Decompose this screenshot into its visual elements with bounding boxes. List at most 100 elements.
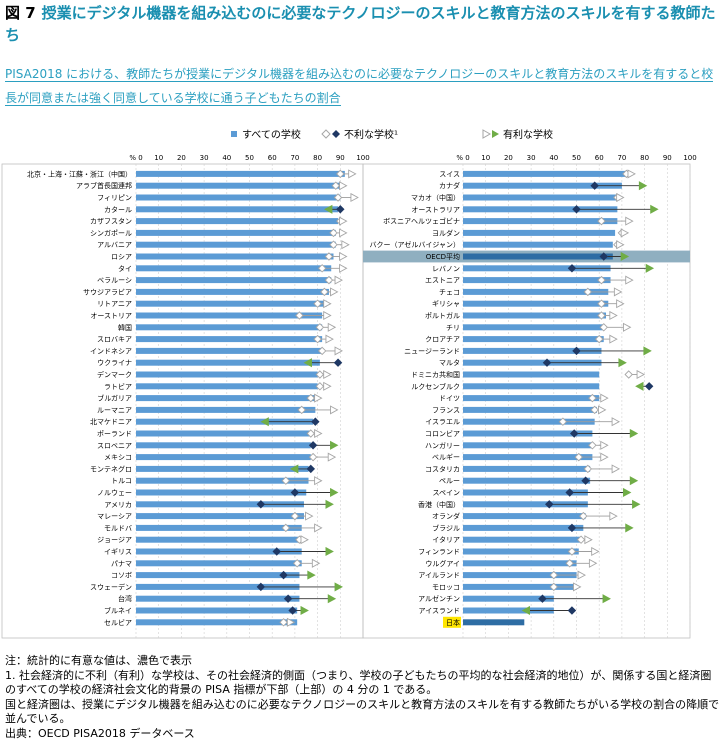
- bar-all-schools: [463, 383, 600, 390]
- marker-disadvantaged: [317, 264, 327, 273]
- bar-all-schools: [463, 277, 611, 284]
- note-ordering: 国と経済圏は、授業にデジタル機器を組み込むのに必要なテクノロジーのスキルと教育方…: [5, 697, 720, 726]
- marker-disadvantaged: [308, 452, 318, 462]
- marker-disadvantaged: [315, 370, 325, 379]
- marker-advantaged: [305, 511, 314, 521]
- chart-row: 韓国: [118, 322, 337, 332]
- marker-advantaged: [620, 251, 630, 262]
- marker-disadvantaged: [311, 417, 320, 426]
- bar-all-schools: [463, 477, 591, 484]
- marker-disadvantaged: [549, 582, 559, 592]
- country-label: モルドバ: [104, 524, 132, 532]
- country-label: カザフスタン: [90, 217, 132, 226]
- country-label: コソボ: [111, 572, 132, 580]
- chart-row: ボスニアヘルツェゴビナ: [383, 216, 634, 226]
- marker-advantaged: [339, 251, 348, 262]
- marker-disadvantaged: [549, 570, 559, 580]
- country-label: ペルー: [439, 477, 460, 485]
- country-label: コロンビア: [425, 429, 460, 438]
- bar-all-schools: [136, 442, 311, 449]
- country-label: アイルランド: [418, 572, 460, 580]
- marker-disadvantaged: [336, 169, 345, 179]
- legend-adv-label: 有利な学校: [503, 128, 553, 141]
- legend-all-swatch: [231, 131, 237, 137]
- bar-all-schools: [136, 182, 341, 189]
- bar-all-schools: [463, 371, 600, 378]
- country-label: インドネシア: [90, 347, 132, 355]
- marker-disadvantaged: [599, 252, 608, 261]
- country-label: ラトビア: [104, 382, 132, 391]
- chart-row: アイスランド: [419, 605, 577, 616]
- country-label: ルーマニア: [97, 406, 132, 414]
- chart-row: バクー（アゼルバイジャン）: [369, 240, 625, 250]
- bar-all-schools: [463, 194, 620, 201]
- chart-row: マレーシア: [97, 511, 314, 521]
- chart-row: フィンランド: [418, 546, 600, 557]
- legend-adv-hollow-marker: [482, 129, 492, 139]
- marker-disadvantaged: [579, 511, 588, 521]
- chart-row: スロベニア: [97, 440, 339, 450]
- chart-row: 台湾: [118, 594, 337, 604]
- tick-label: % 0: [456, 154, 469, 162]
- country-label: アメリカ: [104, 501, 132, 509]
- marker-advantaged: [598, 405, 607, 415]
- country-label: ベラルーシ: [97, 277, 132, 285]
- country-label: ルクセンブルク: [411, 382, 460, 391]
- chart-row: セルビア: [104, 617, 298, 627]
- bar-all-schools: [463, 406, 597, 413]
- marker-disadvantaged: [597, 299, 606, 308]
- marker-advantaged: [348, 169, 357, 179]
- marker-disadvantaged: [572, 205, 581, 214]
- marker-disadvantaged: [590, 405, 599, 415]
- bar-all-schools: [136, 430, 311, 437]
- country-label: モンテネグロ: [90, 464, 132, 473]
- marker-advantaged: [325, 334, 334, 344]
- figure-label: 図 7: [5, 4, 36, 22]
- marker-advantaged: [620, 228, 630, 238]
- bar-all-schools: [463, 170, 627, 177]
- legend-disadv-label: 不利な学校¹: [344, 128, 398, 141]
- chart-row: サウジアラビア: [83, 287, 339, 297]
- marker-advantaged: [635, 381, 644, 391]
- chart-row: コスタリカ: [425, 464, 621, 474]
- country-label: ブラジル: [432, 523, 460, 532]
- country-label: カタール: [104, 205, 132, 214]
- chart-row: イタリア: [432, 535, 593, 545]
- marker-disadvantaged: [597, 311, 606, 320]
- country-label: マレーシア: [97, 513, 132, 521]
- country-label: ベルギー: [432, 454, 460, 462]
- marker-advantaged: [638, 181, 648, 191]
- country-label: ニュージーランド: [404, 347, 460, 355]
- marker-advantaged: [323, 381, 332, 391]
- bar-all-schools: [463, 465, 591, 472]
- country-label: アイスランド: [419, 607, 460, 615]
- country-label: バクー（アゼルバイジャン）: [369, 240, 460, 249]
- marker-disadvantaged: [624, 370, 633, 379]
- country-label: フィンランド: [418, 548, 460, 556]
- country-label: ハンガリー: [425, 441, 460, 450]
- bar-all-schools: [136, 347, 323, 354]
- bar-all-schools: [136, 324, 323, 331]
- marker-advantaged: [629, 476, 639, 486]
- country-label: カナダ: [439, 181, 460, 190]
- marker-advantaged: [609, 310, 618, 321]
- chart-row: ニュージーランド: [404, 346, 652, 356]
- country-label: スロベニア: [97, 442, 132, 450]
- marker-advantaged: [327, 594, 337, 604]
- tick-label: 100: [356, 154, 369, 162]
- marker-disadvantaged: [256, 500, 266, 509]
- bar-all-schools: [463, 536, 582, 543]
- marker-disadvantaged: [333, 193, 343, 202]
- marker-disadvantaged: [331, 181, 340, 190]
- chart-row: チリ: [446, 322, 632, 332]
- bar-all-schools: [463, 265, 611, 272]
- legend-disadv-hollow-marker: [321, 129, 331, 139]
- chart-row: コロンビア: [425, 428, 639, 439]
- chart-row: ブラジル: [432, 523, 634, 533]
- marker-advantaged: [330, 440, 339, 450]
- bar-all-schools: [136, 371, 318, 378]
- marker-advantaged: [314, 428, 323, 439]
- bar-all-schools: [136, 395, 316, 402]
- bar-all-schools: [463, 501, 588, 508]
- chart-row: フィリピン: [97, 192, 359, 203]
